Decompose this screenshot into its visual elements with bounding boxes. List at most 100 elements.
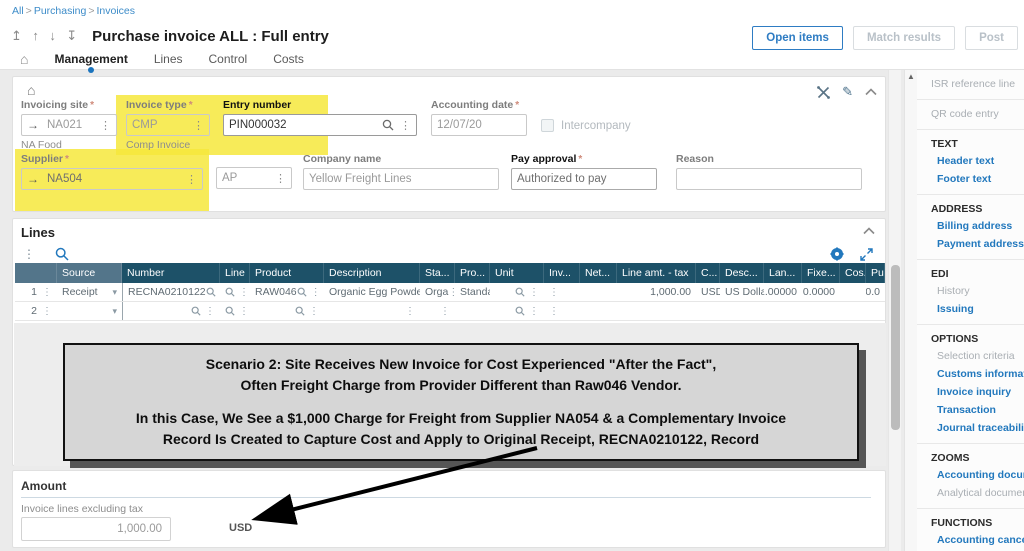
intercompany-checkbox[interactable] — [541, 119, 554, 132]
column-cost[interactable]: Cos... — [840, 263, 866, 283]
jump-arrow-icon[interactable]: → — [27, 172, 39, 186]
previous-record-icon[interactable]: ↑ — [32, 28, 39, 43]
cell-menu-icon[interactable]: ⋮ — [239, 286, 249, 298]
panel-item-payment-address[interactable]: Payment address — [937, 238, 1024, 250]
pay-approval-field[interactable]: Authorized to pay — [511, 168, 657, 190]
row-menu-icon[interactable]: ⋮ — [42, 286, 52, 298]
tab-control[interactable]: Control — [208, 51, 248, 66]
cell-menu-icon[interactable]: ⋮ — [405, 305, 415, 317]
invoicing-site-field[interactable]: → NA021 ⋮ — [21, 114, 117, 136]
cell-menu-icon[interactable]: ⋮ — [440, 305, 450, 317]
invoice-lines-excl-tax-field[interactable]: 1,000.00 — [21, 517, 171, 541]
panel-scrollbar[interactable]: ▲ — [905, 70, 917, 551]
next-record-icon[interactable]: ↓ — [49, 28, 56, 43]
column-product[interactable]: Product — [250, 263, 324, 283]
collapse-lines-icon[interactable] — [863, 227, 875, 235]
panel-item-issuing[interactable]: Issuing — [937, 303, 974, 315]
tab-lines[interactable]: Lines — [153, 51, 183, 66]
match-results-button[interactable]: Match results — [852, 26, 956, 50]
ap-code-field[interactable]: AP ⋮ — [216, 167, 292, 189]
column-description[interactable]: Description — [324, 263, 420, 283]
lookup-icon[interactable] — [206, 287, 216, 297]
cell-menu-icon[interactable]: ⋮ — [310, 286, 321, 298]
reason-field[interactable] — [676, 168, 862, 190]
panel-item-accounting-cancellation[interactable]: Accounting cancella — [937, 534, 1024, 546]
column-source[interactable]: Source — [57, 263, 122, 283]
expand-grid-icon[interactable] — [860, 247, 873, 261]
panel-item-billing-address[interactable]: Billing address — [937, 220, 1013, 232]
section-home-icon[interactable]: ⌂ — [27, 82, 36, 98]
edit-pencil-icon[interactable]: ✎ — [842, 84, 853, 99]
panel-item-invoice-inquiry[interactable]: Invoice inquiry — [937, 386, 1012, 398]
lookup-icon[interactable] — [191, 306, 201, 316]
panel-item-journal-traceability[interactable]: Journal traceability — [937, 422, 1024, 434]
kebab-menu-icon[interactable]: ⋮ — [100, 119, 111, 132]
column-unit[interactable]: Unit — [490, 263, 544, 283]
cell-menu-icon[interactable]: ⋮ — [549, 305, 559, 317]
supplier-field[interactable]: → NA504 ⋮ — [21, 168, 203, 190]
breadcrumb-all[interactable]: All — [12, 5, 24, 17]
search-icon[interactable] — [382, 119, 394, 131]
column-currency[interactable]: C... — [696, 263, 720, 283]
lookup-icon[interactable] — [297, 287, 307, 297]
panel-item-transaction[interactable]: Transaction — [937, 404, 996, 416]
dropdown-caret-icon[interactable]: ▾ — [112, 305, 117, 316]
column-landed[interactable]: Lan... — [764, 263, 802, 283]
row-menu-icon[interactable]: ⋮ — [42, 305, 52, 317]
column-inv[interactable]: Inv... — [544, 263, 580, 283]
kebab-menu-icon[interactable]: ⋮ — [186, 173, 197, 186]
scroll-up-icon[interactable]: ▲ — [907, 72, 915, 81]
breadcrumb-invoices[interactable]: Invoices — [96, 5, 136, 17]
grid-settings-icon[interactable] — [830, 247, 844, 261]
tools-icon[interactable] — [817, 85, 830, 99]
column-line-amount[interactable]: Line amt. - tax — [617, 263, 696, 283]
first-record-icon[interactable]: ↥ — [11, 28, 22, 43]
column-status[interactable]: Sta... — [420, 263, 455, 283]
breadcrumb-purchasing[interactable]: Purchasing — [33, 5, 87, 17]
company-name-field[interactable]: Yellow Freight Lines — [303, 168, 499, 190]
cell-menu-icon[interactable]: ⋮ — [549, 286, 559, 298]
entry-number-field[interactable]: PIN000032 ⋮ — [223, 114, 417, 136]
panel-item-accounting-document[interactable]: Accounting docume — [937, 469, 1024, 481]
cell-menu-icon[interactable]: ⋮ — [205, 305, 215, 317]
cell-menu-icon[interactable]: ⋮ — [239, 305, 249, 317]
column-currency-desc[interactable]: Desc... — [720, 263, 764, 283]
main-scrollbar[interactable] — [888, 70, 901, 551]
panel-item-footer-text[interactable]: Footer text — [937, 173, 992, 185]
grid-row-1[interactable]: 1⋮ Receipt▾ RECNA0210122 ⋮ ⋮ RAW046 ⋮ Or… — [15, 283, 885, 302]
panel-item-header-text[interactable]: Header text — [937, 155, 995, 167]
collapse-section-icon[interactable] — [865, 88, 877, 96]
panel-item-customs-information[interactable]: Customs informatio — [937, 368, 1024, 380]
tab-management[interactable]: Management — [54, 51, 128, 73]
column-line[interactable]: Line — [220, 263, 250, 283]
lookup-icon[interactable] — [295, 306, 305, 316]
jump-arrow-icon[interactable]: → — [27, 118, 39, 132]
cell-menu-icon[interactable]: ⋮ — [309, 305, 319, 317]
lookup-icon[interactable] — [225, 306, 235, 316]
kebab-menu-icon[interactable]: ⋮ — [400, 119, 411, 132]
tab-costs[interactable]: Costs — [273, 51, 304, 66]
lookup-icon[interactable] — [225, 287, 235, 297]
column-process[interactable]: Pro... — [455, 263, 490, 283]
cell-menu-icon[interactable]: ⋮ — [529, 286, 539, 298]
open-items-button[interactable]: Open items — [752, 26, 843, 50]
column-number[interactable]: Number — [122, 263, 220, 283]
grid-menu-icon[interactable]: ⋮ — [23, 247, 35, 261]
post-button[interactable]: Post — [965, 26, 1018, 50]
lookup-icon[interactable] — [515, 287, 525, 297]
lookup-icon[interactable] — [515, 306, 525, 316]
last-record-icon[interactable]: ↧ — [66, 28, 78, 43]
column-fixed[interactable]: Fixe... — [802, 263, 840, 283]
kebab-menu-icon[interactable]: ⋮ — [275, 172, 286, 185]
grid-row-2[interactable]: 2 ⋮ ▾ ⋮ ⋮ ⋮ ⋮ ⋮ ⋮ ⋮ — [15, 302, 885, 321]
column-purchase[interactable]: Pur... — [866, 263, 885, 283]
dropdown-caret-icon[interactable]: ▾ — [112, 286, 117, 297]
invoice-type-field[interactable]: CMP ⋮ — [126, 114, 210, 136]
accounting-date-field[interactable]: 12/07/20 — [431, 114, 527, 136]
cell-menu-icon[interactable]: ⋮ — [529, 305, 539, 317]
scrollbar-thumb[interactable] — [891, 265, 900, 430]
grid-search-icon[interactable] — [55, 247, 69, 261]
cell-menu-icon[interactable]: ⋮ — [448, 286, 455, 298]
column-net[interactable]: Net... — [580, 263, 617, 283]
home-tab-icon[interactable]: ⌂ — [20, 50, 29, 67]
